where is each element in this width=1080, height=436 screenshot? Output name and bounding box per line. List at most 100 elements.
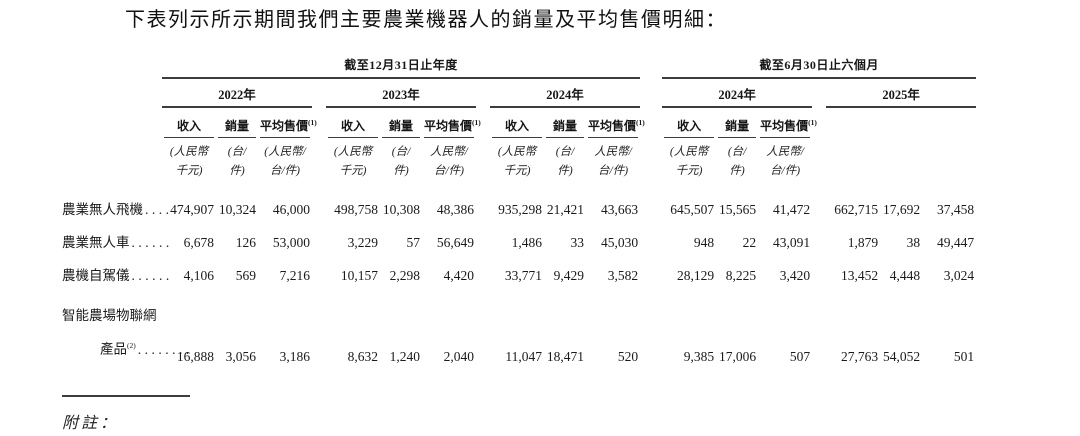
column-gap [312, 193, 326, 226]
value-cell: 27,763 [840, 348, 879, 364]
column-gap [312, 226, 326, 259]
value-cell: 3,186 [279, 348, 310, 364]
value-cell: 49,447 [937, 235, 975, 250]
value-cell: 48,386 [436, 202, 474, 217]
value-cell: 2,040 [443, 348, 474, 364]
value-cell: 948 [693, 235, 715, 250]
table-row-agricultural-drones: 農業無人飛機.... 474,907 10,324 46,000 498,758… [62, 193, 976, 226]
column-gap [640, 138, 662, 181]
revenue-unit: (人民幣 千元) [169, 146, 209, 177]
table-row-autopilot-devices: 農機自駕儀...... 4,106 569 7,216 10,157 2,298… [62, 259, 976, 292]
volume-header: 銷量 [544, 107, 586, 138]
value-cell: 37,458 [937, 202, 975, 217]
row-label: 智能農場物聯網 產品(2)........ [62, 308, 193, 357]
column-gap [312, 138, 326, 181]
asp-unit: (人民幣/台/件) [264, 146, 306, 177]
value-cell: 4,448 [889, 268, 921, 283]
column-gap [640, 193, 662, 226]
value-cell: 43,091 [772, 235, 811, 250]
value-cell: 3,229 [347, 235, 378, 250]
column-gap [640, 259, 662, 292]
section-gap [476, 259, 490, 292]
revenue-unit: (人民幣 千元) [497, 146, 537, 177]
asp-header: 平均售價(1) [258, 107, 317, 138]
revenue-header: 收入 [326, 107, 380, 138]
column-gap [312, 292, 326, 373]
value-cell: 53,000 [272, 235, 310, 250]
volume-unit: (台/件) [727, 146, 747, 177]
value-cell: 33,771 [504, 268, 542, 283]
value-cell: 569 [235, 268, 256, 283]
value-cell: 16,888 [176, 348, 214, 364]
table-row-agricultural-unmanned-vehicles: 農業無人車...... 6,678 126 53,000 3,229 57 56… [62, 226, 976, 259]
column-gap [640, 292, 662, 373]
value-cell: 46,000 [272, 202, 310, 217]
interim-period-header: 截至6月30日止六個月 [662, 58, 977, 79]
value-cell: 7,216 [279, 268, 310, 283]
asp-header: 平均售價(1) [758, 107, 817, 138]
value-cell: 935,298 [498, 202, 542, 217]
metric-header-row: 收入 銷量 平均售價(1) 收入 銷量 平均售價(1) 收入 銷量 平均售價(1… [62, 107, 976, 138]
value-cell: 498,758 [334, 202, 378, 217]
value-cell: 15,565 [718, 202, 757, 217]
year-header-2024: 2024年 [490, 78, 641, 108]
value-cell: 9,385 [683, 348, 715, 364]
value-cell: 474,907 [170, 202, 214, 217]
value-cell: 507 [789, 348, 811, 364]
spacer-row [62, 181, 976, 193]
value-cell: 17,006 [718, 348, 757, 364]
value-cell: 9,429 [553, 268, 584, 283]
value-cell: 18,471 [546, 348, 584, 364]
column-gap [812, 78, 826, 107]
column-gap [476, 78, 490, 107]
value-cell: 645,507 [670, 202, 715, 217]
footnote-ref-1: (1) [308, 118, 317, 127]
value-cell: 3,056 [225, 348, 256, 364]
revenue-unit: (人民幣 千元) [333, 146, 373, 177]
value-cell: 126 [235, 235, 256, 250]
value-cell: 11,047 [505, 348, 542, 364]
value-cell: 57 [406, 235, 421, 250]
volume-header: 銷量 [380, 107, 422, 138]
footnote-ref-2: (2) [127, 341, 136, 350]
value-cell: 520 [617, 348, 639, 364]
volume-header: 銷量 [716, 107, 758, 138]
column-gap [312, 259, 326, 292]
table-row-smart-farm-iot-products: 智能農場物聯網 產品(2)........ 16,888 3,056 3,186… [62, 292, 976, 373]
revenue-header: 收入 [162, 107, 216, 138]
value-cell: 17,692 [882, 202, 921, 217]
column-gap [812, 292, 826, 373]
revenue-header: 收入 [662, 107, 716, 138]
volume-unit: (台/件) [555, 146, 575, 177]
value-cell: 13,452 [840, 268, 879, 283]
value-cell: 3,420 [779, 268, 811, 283]
asp-header: 平均售價(1) [586, 107, 645, 138]
value-cell: 1,879 [847, 235, 879, 250]
page-title: 下表列示所示期間我們主要農業機器人的銷量及平均售價明細： [125, 9, 727, 31]
value-cell: 8,225 [725, 268, 757, 283]
value-cell: 10,157 [340, 268, 378, 283]
footnote-ref-1: (1) [472, 118, 481, 127]
empty-cell [62, 138, 162, 181]
empty-cell [62, 78, 162, 107]
footnote-divider [62, 394, 190, 397]
column-gap [812, 259, 826, 292]
value-cell: 38 [906, 235, 921, 250]
column-gap [812, 226, 826, 259]
volume-unit: (台/件) [391, 146, 411, 177]
section-gap [640, 78, 662, 107]
row-label: 農業無人飛機.... [62, 202, 173, 217]
year-header-2023: 2023年 [326, 78, 476, 108]
row-label: 農業無人車...... [62, 235, 173, 250]
value-cell: 8,632 [347, 348, 378, 364]
section-gap [476, 138, 490, 181]
year-header-2024-interim: 2024年 [662, 78, 813, 108]
column-gap [640, 226, 662, 259]
value-cell: 56,649 [436, 235, 474, 250]
asp-unit: 人民幣/台/件) [766, 146, 804, 177]
value-cell: 3,582 [607, 268, 639, 283]
asp-unit: 人民幣/台/件) [430, 146, 468, 177]
unit-row: (人民幣 千元) (台/件) (人民幣/台/件) (人民幣 千元) (台/件) 人民… [62, 138, 976, 181]
period-header-row: 截至12月31日止年度 截至6月30日止六個月 [62, 58, 977, 79]
value-cell: 662,715 [834, 202, 879, 217]
